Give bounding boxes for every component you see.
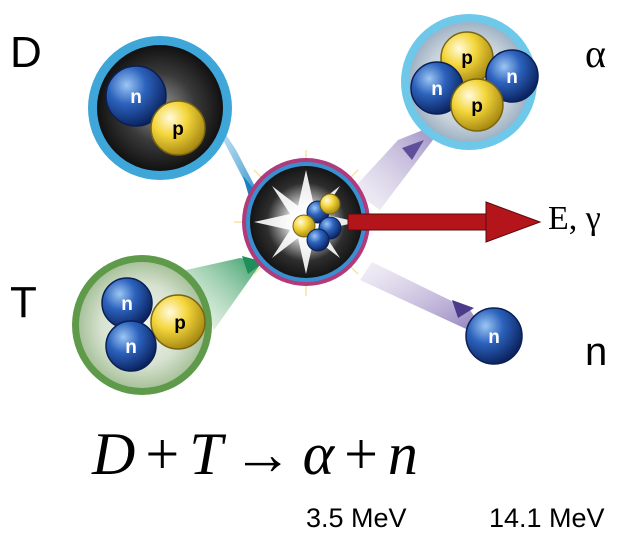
energy-gamma-label: E, γ [548, 200, 601, 237]
svg-text:n: n [431, 79, 443, 100]
svg-text:n: n [130, 87, 142, 108]
svg-text:n: n [121, 294, 133, 315]
svg-text:n: n [488, 327, 500, 348]
alpha-label: α [585, 31, 606, 76]
svg-text:n: n [125, 337, 137, 358]
proton-particle [150, 100, 206, 156]
neutron-trail-arrow [452, 300, 474, 318]
equation-neutron: n [387, 421, 418, 487]
reaction-equation: D + T → α + n [92, 420, 418, 489]
svg-text:p: p [471, 96, 483, 117]
alpha-particle: p n n p [401, 14, 539, 150]
equation-plus-2: + [344, 421, 378, 487]
fusion-core [234, 150, 380, 296]
svg-text:p: p [172, 119, 184, 140]
deuterium-label: D [10, 28, 42, 77]
tritium-beam [186, 258, 262, 330]
tritium-label: T [10, 278, 37, 327]
neutron-energy-label: 14.1 MeV [489, 503, 605, 533]
deuterium-nucleus: n p [88, 36, 232, 180]
svg-text:p: p [174, 313, 186, 334]
neutron-particle [105, 65, 167, 127]
neutron-trail [360, 262, 490, 340]
energy-arrow [347, 201, 542, 243]
alpha-energy-label: 3.5 MeV [306, 503, 407, 533]
tritium-nucleus: n n p [72, 255, 212, 395]
neutron-particle [485, 49, 539, 103]
neutron-label: n [585, 330, 608, 374]
alpha-trail [352, 120, 448, 210]
equation-deuterium: D [92, 421, 136, 487]
equation-tritium: T [189, 421, 223, 487]
equation-plus: + [145, 421, 180, 487]
neutron-particle [306, 228, 330, 252]
proton-particle [450, 78, 504, 132]
proton-particle [292, 214, 316, 238]
neutron-particle [105, 320, 157, 372]
svg-text:p: p [461, 48, 473, 69]
proton-particle [319, 193, 341, 215]
equation-arrow: → [232, 421, 293, 487]
emitted-neutron: n [465, 307, 523, 365]
equation-alpha: α [302, 421, 335, 487]
alpha-trail-arrow [402, 140, 424, 160]
svg-text:n: n [506, 67, 518, 88]
proton-particle [150, 294, 206, 350]
